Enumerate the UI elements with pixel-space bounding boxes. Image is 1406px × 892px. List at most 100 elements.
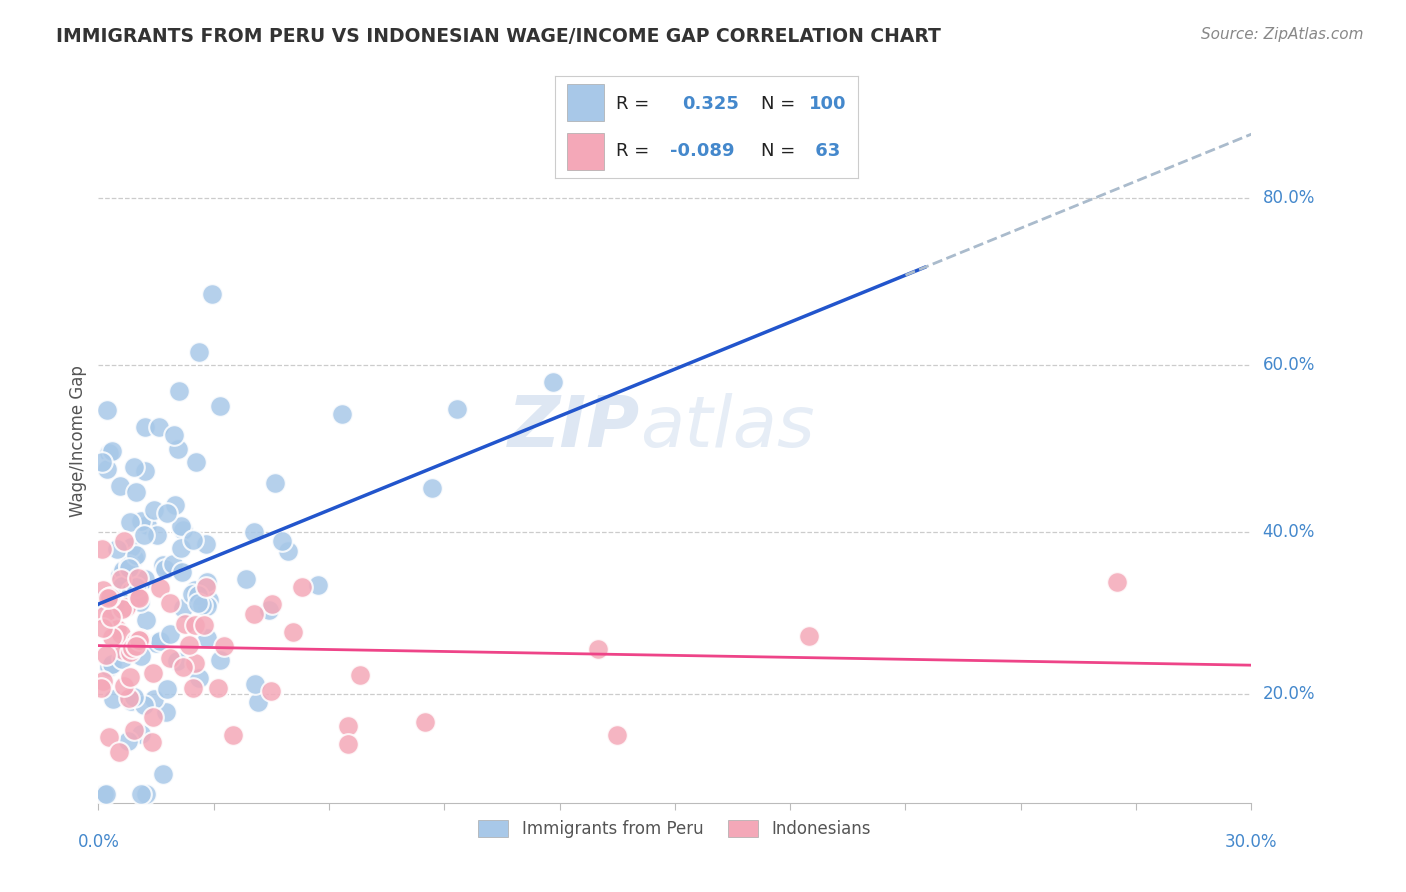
Point [111, 652, 134, 666]
Text: N =: N = [761, 95, 796, 112]
Point [195, 631, 218, 645]
Point [260, 683, 283, 698]
Point [183, 618, 205, 632]
Point [188, 345, 211, 359]
Text: atlas: atlas [640, 392, 815, 461]
Point [270, 533, 292, 548]
Text: -0.089: -0.089 [671, 142, 735, 160]
Point [281, 625, 304, 640]
Point [183, 681, 205, 696]
Point [108, 479, 131, 493]
Point [184, 582, 207, 597]
Point [98, 446, 121, 460]
Point [263, 475, 285, 490]
Point [235, 573, 257, 587]
Point [93, 607, 115, 622]
Point [135, 787, 157, 801]
Point [142, 710, 165, 724]
Point [143, 502, 166, 516]
Point [118, 558, 141, 573]
Point [193, 618, 215, 632]
Point [173, 523, 195, 537]
Text: N =: N = [761, 142, 796, 160]
Text: R =: R = [616, 142, 650, 160]
Point [190, 598, 212, 612]
Point [111, 643, 134, 657]
Point [125, 485, 148, 500]
Point [100, 610, 122, 624]
Point [148, 420, 170, 434]
Point [212, 639, 235, 653]
Point [111, 563, 134, 577]
Point [127, 590, 149, 604]
Point [156, 681, 179, 696]
Point [117, 733, 139, 747]
Point [277, 544, 299, 558]
Point [122, 551, 145, 566]
Point [120, 670, 142, 684]
Point [128, 591, 150, 606]
Point [181, 587, 204, 601]
Point [1105, 574, 1128, 589]
Point [799, 629, 821, 643]
Point [104, 596, 127, 610]
Point [115, 576, 138, 591]
Point [337, 719, 360, 733]
Text: 63: 63 [810, 142, 841, 160]
Point [170, 541, 193, 556]
Point [153, 562, 176, 576]
Point [197, 599, 219, 613]
Text: 40.0%: 40.0% [1263, 523, 1315, 541]
Point [174, 617, 197, 632]
Text: Source: ZipAtlas.com: Source: ZipAtlas.com [1201, 27, 1364, 42]
Point [111, 601, 134, 615]
Point [101, 657, 124, 671]
Point [134, 464, 156, 478]
Point [155, 705, 177, 719]
Point [118, 561, 141, 575]
Point [96, 648, 118, 662]
Point [97, 730, 120, 744]
Text: 80.0%: 80.0% [1263, 189, 1315, 207]
Point [194, 580, 217, 594]
Point [446, 401, 468, 416]
Point [105, 541, 128, 556]
Point [110, 627, 132, 641]
Point [142, 665, 165, 680]
Point [541, 375, 564, 389]
Point [586, 642, 609, 657]
Point [413, 714, 436, 729]
Point [90, 681, 112, 695]
Point [112, 534, 135, 549]
Point [125, 634, 148, 648]
Point [120, 694, 142, 708]
Point [127, 571, 149, 585]
Point [222, 728, 245, 742]
Point [332, 407, 354, 421]
Point [97, 660, 120, 674]
FancyBboxPatch shape [568, 84, 603, 121]
Point [166, 654, 188, 668]
Point [104, 601, 127, 615]
Point [108, 746, 131, 760]
Point [170, 565, 193, 579]
Point [120, 583, 142, 598]
Point [107, 622, 129, 636]
Point [243, 607, 266, 621]
Point [163, 499, 186, 513]
Text: 20.0%: 20.0% [1263, 685, 1315, 704]
Point [121, 640, 143, 655]
Point [110, 568, 132, 582]
Point [91, 582, 114, 597]
Point [101, 630, 124, 644]
Text: 30.0%: 30.0% [1225, 833, 1278, 851]
Point [112, 679, 135, 693]
Point [129, 727, 152, 741]
Point [90, 541, 112, 556]
Point [134, 420, 156, 434]
Point [159, 596, 181, 610]
Point [96, 462, 118, 476]
Point [129, 595, 152, 609]
Point [131, 514, 153, 528]
Point [145, 636, 167, 650]
